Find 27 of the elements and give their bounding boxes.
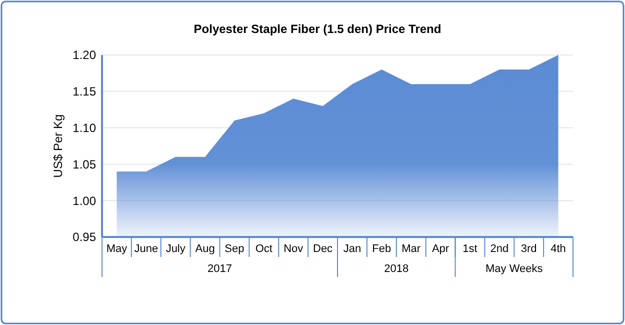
x-tick-label: Jan	[343, 243, 362, 255]
text: May Weeks	[485, 263, 544, 275]
y-tick-label: 1.20	[72, 48, 96, 62]
chart-title: Polyester Staple Fiber (1.5 den) Price Trend	[194, 22, 442, 36]
x-tick-label: Nov	[284, 243, 304, 255]
x-tick-label: Dec	[313, 243, 334, 255]
x-tick-label: May	[106, 243, 128, 255]
text: 2017	[208, 263, 232, 275]
text: 2018	[384, 263, 409, 275]
y-tick-label: 1.10	[72, 121, 96, 135]
x-tick-label: Oct	[255, 243, 272, 255]
x-tick-label: June	[134, 243, 158, 255]
x-tick-label: 4th	[550, 243, 566, 255]
y-tick-label: 1.05	[72, 157, 96, 172]
x-tick-label: 2nd	[490, 243, 509, 255]
x-tick-label: Aug	[195, 243, 215, 255]
y-axis-title: US$ Per Kg	[51, 114, 65, 178]
y-tick-label: 0.95	[72, 230, 96, 244]
x-tick-label: July	[166, 243, 186, 255]
y-tick-label: 1.00	[72, 194, 96, 208]
x-tick-label: Apr	[432, 243, 450, 255]
x-tick-label: 1st	[462, 243, 478, 255]
x-tick-label: Mar	[402, 243, 421, 255]
x-tick-label: Feb	[372, 243, 392, 255]
x-tick-label: 3rd	[520, 243, 537, 255]
y-tick-label: 1.15	[72, 84, 96, 99]
x-tick-label: Sep	[224, 243, 244, 255]
